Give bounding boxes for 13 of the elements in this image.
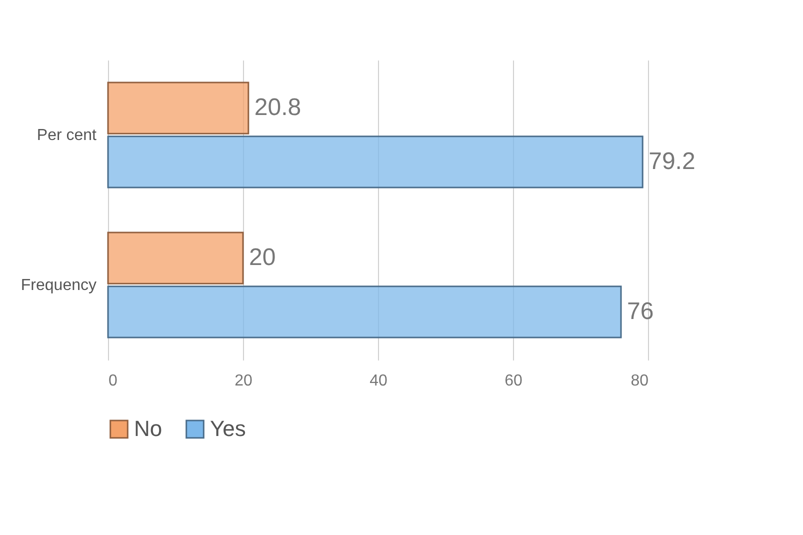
legend-label: Yes xyxy=(210,416,246,442)
data-label: 79.2 xyxy=(648,148,696,175)
y-tick-label: Per cent xyxy=(36,127,98,144)
data-label: 20 xyxy=(249,244,276,272)
x-tick-label: 80 xyxy=(630,372,649,390)
y-tick-label: Frequency xyxy=(20,277,96,294)
x-tick-label: 60 xyxy=(504,372,522,390)
legend-label: No xyxy=(134,416,162,442)
x-tick-label: 40 xyxy=(370,372,388,390)
data-label: 76 xyxy=(627,298,654,325)
x-tick-label: 0 xyxy=(108,372,118,390)
x-tick-label: 20 xyxy=(234,372,252,390)
data-label: 20.8 xyxy=(254,94,302,122)
